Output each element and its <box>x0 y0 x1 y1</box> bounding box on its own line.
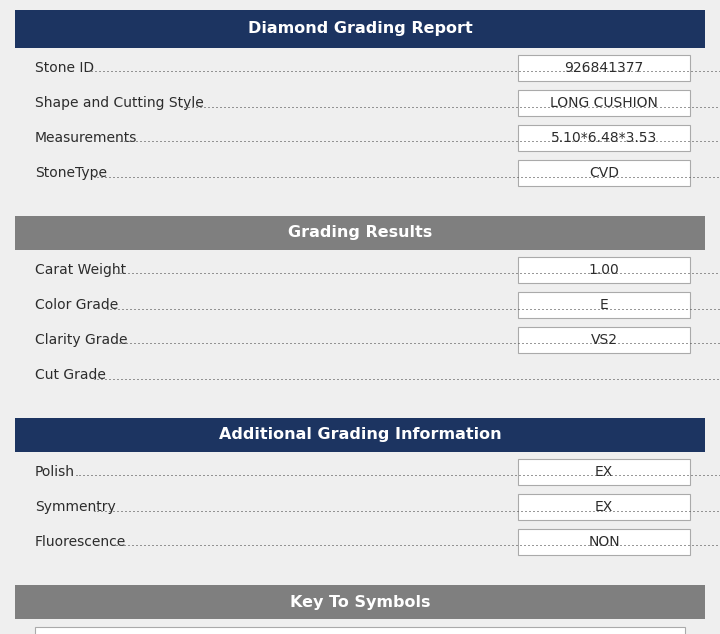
Text: Cut Grade: Cut Grade <box>35 368 106 382</box>
Bar <box>15 418 705 452</box>
Text: Color Grade: Color Grade <box>35 298 118 312</box>
Bar <box>518 125 690 151</box>
Text: LONG CUSHION: LONG CUSHION <box>550 96 658 110</box>
Text: ................................................................................: ........................................… <box>112 264 720 278</box>
Bar <box>35 627 685 634</box>
Text: CVD: CVD <box>589 166 619 180</box>
Text: ................................................................................: ........................................… <box>74 467 720 479</box>
Text: ................................................................................: ........................................… <box>93 167 720 181</box>
Bar <box>518 292 690 318</box>
Text: ................................................................................: ........................................… <box>112 536 720 550</box>
Bar <box>518 55 690 81</box>
Text: Clarity Grade: Clarity Grade <box>35 333 127 347</box>
Text: Shape and Cutting Style: Shape and Cutting Style <box>35 96 204 110</box>
Text: Additional Grading Information: Additional Grading Information <box>219 427 501 443</box>
Bar <box>518 257 690 283</box>
Text: 926841377: 926841377 <box>564 61 644 75</box>
Bar <box>518 327 690 353</box>
Text: Diamond Grading Report: Diamond Grading Report <box>248 22 472 37</box>
Text: Grading Results: Grading Results <box>288 226 432 240</box>
Text: 1.00: 1.00 <box>589 263 619 277</box>
Bar <box>518 90 690 116</box>
Bar <box>518 459 690 485</box>
Text: ................................................................................: ........................................… <box>179 98 720 110</box>
Bar <box>15 10 705 48</box>
Text: ................................................................................: ........................................… <box>93 370 720 382</box>
Text: 5.10*6.48*3.53: 5.10*6.48*3.53 <box>551 131 657 145</box>
Text: ................................................................................: ........................................… <box>105 299 720 313</box>
Text: Polish: Polish <box>35 465 75 479</box>
Bar <box>518 160 690 186</box>
Text: VS2: VS2 <box>590 333 618 347</box>
Text: Stone ID: Stone ID <box>35 61 94 75</box>
Text: Carat Weight: Carat Weight <box>35 263 126 277</box>
Bar <box>15 585 705 619</box>
Text: E: E <box>600 298 608 312</box>
Text: EX: EX <box>595 465 613 479</box>
Text: StoneType: StoneType <box>35 166 107 180</box>
Text: ................................................................................: ........................................… <box>117 335 720 347</box>
Bar <box>518 494 690 520</box>
Text: ................................................................................: ........................................… <box>93 501 720 515</box>
Text: EX: EX <box>595 500 613 514</box>
Text: ................................................................................: ........................................… <box>86 63 720 75</box>
Text: NON: NON <box>588 535 620 549</box>
Bar <box>15 216 705 250</box>
Text: Measurements: Measurements <box>35 131 138 145</box>
Text: Key To Symbols: Key To Symbols <box>289 595 431 609</box>
Text: ................................................................................: ........................................… <box>112 133 720 145</box>
Text: Fluorescence: Fluorescence <box>35 535 126 549</box>
Text: Symmentry: Symmentry <box>35 500 116 514</box>
Bar <box>518 529 690 555</box>
